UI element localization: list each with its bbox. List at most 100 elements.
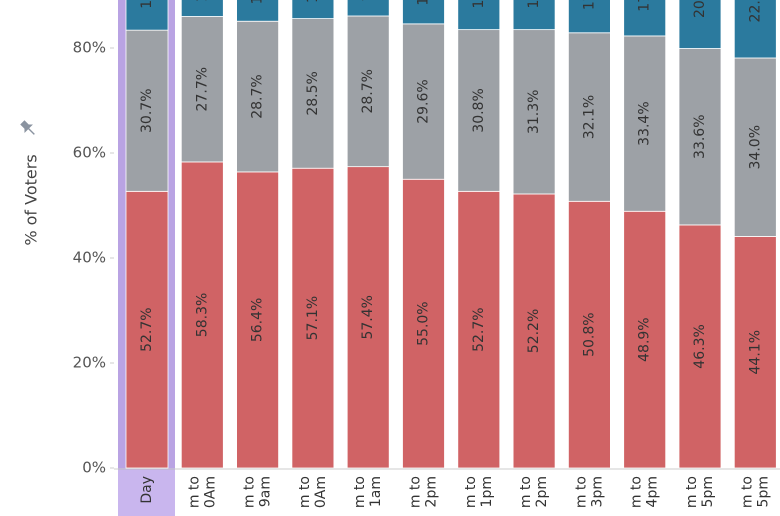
value-label-group: 16.5% bbox=[471, 0, 487, 9]
bar-segment bbox=[291, 0, 335, 19]
bar-segment bbox=[568, 200, 611, 469]
bar-segment bbox=[402, 178, 445, 469]
x-tick-label: m to bbox=[297, 476, 313, 508]
x-label-group: m to 0Am bbox=[186, 476, 218, 508]
value-label-group: 33.4% bbox=[637, 101, 653, 145]
value-label-group: 57.4% bbox=[360, 295, 376, 339]
x-tick-label: 2pm bbox=[424, 476, 440, 507]
value-label-group: 28.5% bbox=[305, 71, 321, 115]
x-label-group: m to 2pm bbox=[408, 476, 440, 508]
bar-segment bbox=[678, 48, 722, 226]
value-label: 15.4% bbox=[416, 0, 432, 6]
value-label-group: 28.7% bbox=[250, 74, 266, 118]
value-label-group: 44.1% bbox=[747, 330, 763, 374]
value-label: 14.4% bbox=[305, 0, 321, 3]
value-label: 16.6% bbox=[139, 0, 155, 9]
value-label-group: 57.1% bbox=[305, 296, 321, 340]
bar-segment bbox=[180, 0, 224, 17]
bar-segment bbox=[346, 0, 390, 17]
y-tick-label: 80% bbox=[73, 39, 106, 57]
bar-segment bbox=[236, 20, 280, 173]
y-tick-label: 0% bbox=[82, 459, 106, 477]
value-label: 17.1% bbox=[581, 0, 597, 10]
x-tick-label: 2pm bbox=[534, 476, 550, 507]
value-label: 17.7% bbox=[637, 0, 653, 12]
y-tick-label: 20% bbox=[73, 354, 106, 372]
value-label-group: 17.7% bbox=[637, 0, 653, 12]
value-label-group: 20.1% bbox=[692, 0, 708, 18]
value-label-group: 28.7% bbox=[360, 69, 376, 113]
x-tick-label: 5pm bbox=[755, 476, 771, 507]
value-label-group: 55.0% bbox=[416, 301, 432, 345]
x-tick-label: m to bbox=[739, 476, 755, 508]
x-label-group: m to 5pm bbox=[684, 476, 716, 508]
bar-segment bbox=[512, 193, 556, 469]
bar-segment bbox=[678, 0, 722, 49]
value-label: 57.1% bbox=[305, 296, 321, 340]
bar-segment bbox=[623, 210, 667, 469]
x-label-group: m to 9am bbox=[242, 476, 274, 508]
value-label: 30.7% bbox=[139, 88, 155, 132]
value-label: 27.7% bbox=[194, 67, 210, 111]
value-label-group: 14.9% bbox=[250, 0, 266, 4]
value-label: 16.5% bbox=[471, 0, 487, 9]
y-tick-label: 60% bbox=[73, 144, 106, 162]
bar-segment bbox=[236, 171, 280, 469]
x-label-group: m to 1pm bbox=[463, 476, 495, 508]
bar-segment bbox=[402, 23, 445, 180]
x-tick-label: 1pm bbox=[479, 476, 495, 507]
x-tick-label: m to bbox=[573, 476, 589, 508]
x-tick-label: m to bbox=[518, 476, 534, 508]
bar-segment bbox=[236, 0, 280, 22]
x-label-group: m to 0Am bbox=[297, 476, 329, 508]
y-axis-title: % of Voters bbox=[22, 154, 41, 245]
value-label-group: 14.4% bbox=[305, 0, 321, 3]
x-tick-label: m to bbox=[352, 476, 368, 508]
value-label-group: 52.2% bbox=[526, 309, 542, 353]
value-label-group: 29.6% bbox=[416, 79, 432, 123]
value-label: 34.0% bbox=[747, 125, 763, 169]
value-label-group: 13.9% bbox=[360, 0, 376, 2]
x-label-group: m to 5pm bbox=[739, 476, 771, 508]
value-label: 31.3% bbox=[526, 90, 542, 134]
x-label-group: m to 1am bbox=[352, 476, 384, 508]
value-label-group: 50.8% bbox=[581, 312, 597, 356]
bar-segment bbox=[568, 0, 611, 34]
value-label: 48.9% bbox=[637, 317, 653, 361]
value-label: 28.5% bbox=[305, 71, 321, 115]
bar-segment bbox=[623, 35, 667, 212]
value-label-group: 52.7% bbox=[471, 307, 487, 351]
x-tick-label: 5pm bbox=[700, 476, 716, 507]
x-label-group: m to 4pm bbox=[629, 476, 661, 508]
value-label-group: 16.5% bbox=[526, 0, 542, 9]
bar-segment bbox=[291, 167, 335, 469]
x-label-group: Day bbox=[139, 476, 155, 504]
value-label: 14.0% bbox=[194, 0, 210, 2]
pin-shape bbox=[20, 120, 35, 135]
y-axis-title-group: % of Voters bbox=[22, 154, 41, 245]
value-label: 52.7% bbox=[139, 307, 155, 351]
bar-segment bbox=[291, 18, 335, 169]
bar-segment bbox=[125, 190, 169, 469]
x-tick-label: m to bbox=[463, 476, 479, 508]
x-tick-label: m to bbox=[408, 476, 424, 508]
value-label: 46.3% bbox=[692, 324, 708, 368]
value-label: 55.0% bbox=[416, 301, 432, 345]
value-label-group: 31.3% bbox=[526, 90, 542, 134]
value-label: 58.3% bbox=[194, 293, 210, 337]
value-label-group: 56.4% bbox=[250, 298, 266, 342]
value-label-group: 14.0% bbox=[194, 0, 210, 2]
value-label: 33.6% bbox=[692, 114, 708, 158]
x-tick-label: Day bbox=[139, 476, 155, 504]
pin-icon[interactable] bbox=[18, 118, 39, 139]
value-label-group: 15.4% bbox=[416, 0, 432, 6]
bar-segment bbox=[512, 29, 556, 195]
bar-segment bbox=[402, 0, 445, 25]
bar-segment bbox=[512, 0, 556, 31]
value-label: 14.9% bbox=[250, 0, 266, 4]
value-label-group: 33.6% bbox=[692, 114, 708, 158]
x-tick-label: 1am bbox=[368, 476, 384, 507]
value-label: 28.7% bbox=[360, 69, 376, 113]
